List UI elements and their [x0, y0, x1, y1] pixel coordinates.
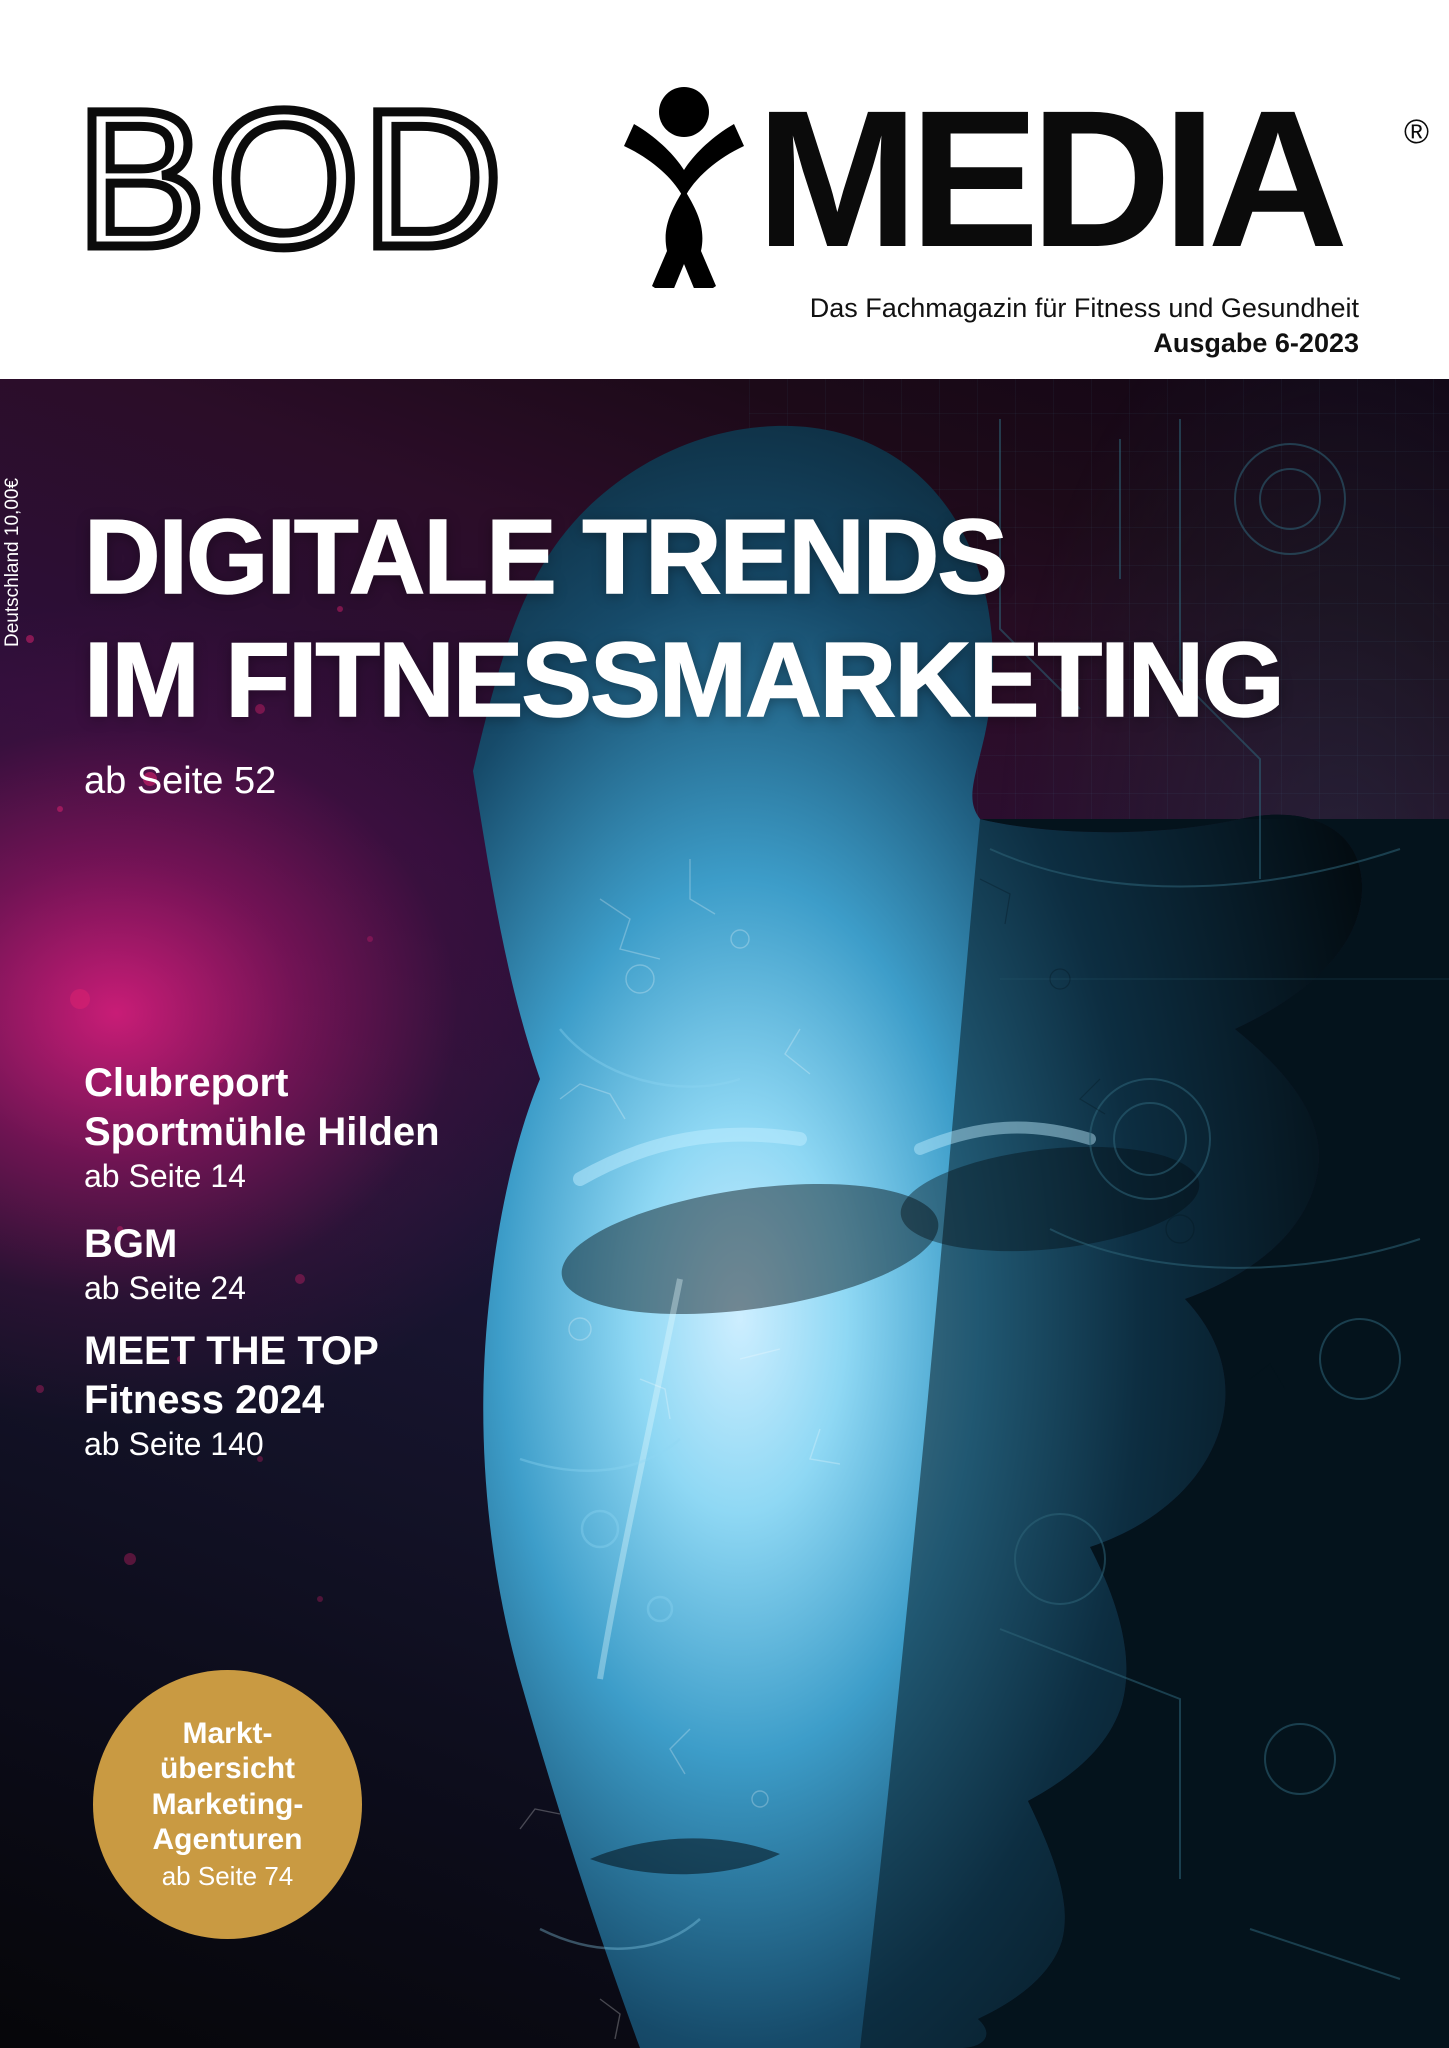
svg-text:BOD: BOD [84, 78, 505, 288]
svg-text:MEDIA: MEDIA [756, 78, 1344, 288]
svg-text:®: ® [1404, 113, 1429, 151]
